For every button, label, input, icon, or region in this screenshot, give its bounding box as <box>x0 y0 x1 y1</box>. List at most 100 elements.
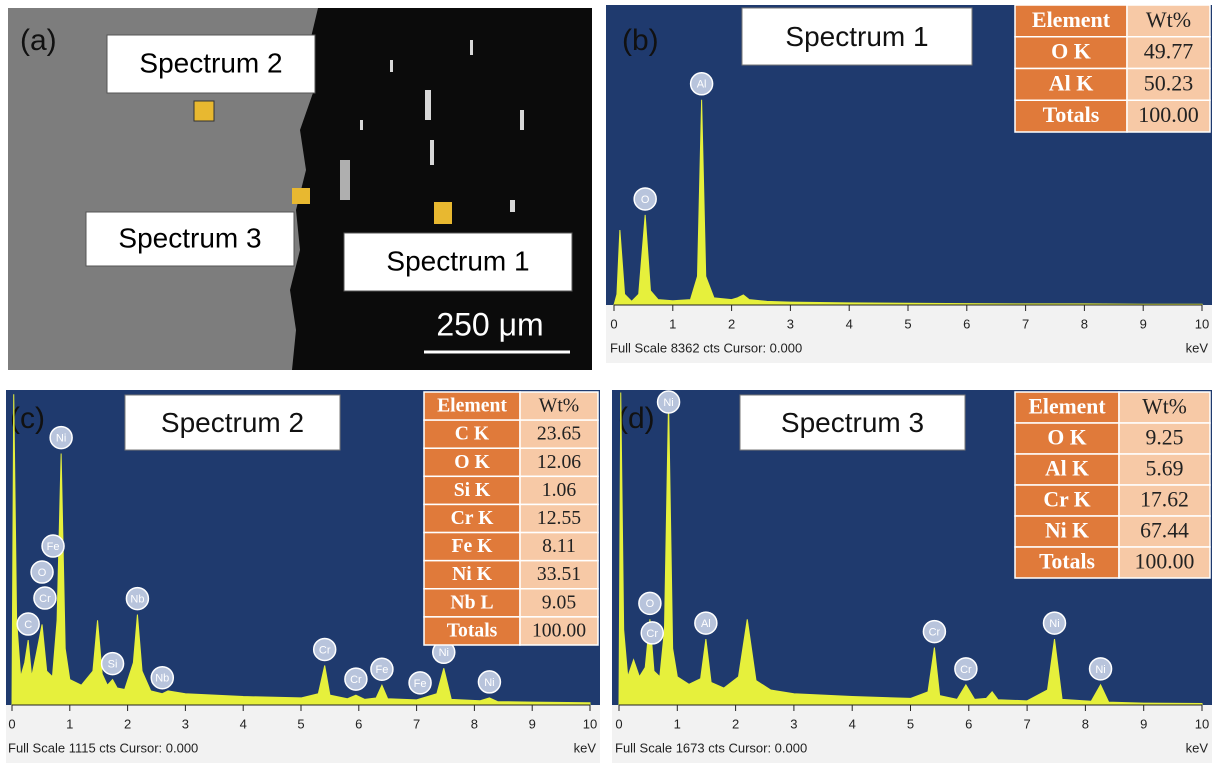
x-tick-label: 8 <box>1082 716 1089 731</box>
x-tick-label: 9 <box>1140 716 1147 731</box>
peak-label: Cr <box>960 664 972 676</box>
x-tick-label: 5 <box>297 716 304 731</box>
peak-label: Cr <box>929 626 941 638</box>
table-row-header: Nb L <box>450 591 493 613</box>
peak-label: Ni <box>1095 664 1105 676</box>
peak-label: Ni <box>484 677 494 689</box>
peak-label: O <box>38 567 47 579</box>
table-row-header: Si K <box>454 479 491 501</box>
table-value: Wt% <box>1146 7 1191 32</box>
x-tick-label: 8 <box>471 716 478 731</box>
x-tick-label: 9 <box>529 716 536 731</box>
x-tick-label: 1 <box>669 316 676 331</box>
table-value: 17.62 <box>1140 487 1189 511</box>
marker <box>434 202 452 224</box>
panel-label: (c) <box>10 402 45 435</box>
scale-bar-label: 250 μm <box>436 306 543 342</box>
x-tick-label: 5 <box>904 316 911 331</box>
table-row-header: O K <box>1047 425 1086 449</box>
table-row-header: Cr K <box>451 507 494 529</box>
table-value: 100.00 <box>1138 102 1199 127</box>
x-tick-label: 1 <box>66 716 73 731</box>
x-tick-label: 2 <box>124 716 131 731</box>
peak-label: Fe <box>414 678 427 690</box>
table-row-header: C K <box>455 423 490 445</box>
table-row-header: O K <box>1051 39 1091 64</box>
table-value: 67.44 <box>1140 518 1189 542</box>
x-tick-label: 2 <box>728 316 735 331</box>
peak-label: O <box>646 598 655 610</box>
table-row-header: Totals <box>447 619 498 641</box>
x-tick-label: 9 <box>1140 316 1147 331</box>
marker <box>194 101 214 121</box>
table-row-header: Element <box>437 395 507 417</box>
table-value: Wt% <box>539 395 579 417</box>
table-value: 1.06 <box>542 479 577 501</box>
panel-label: (d) <box>618 402 655 435</box>
peak-label: O <box>641 194 650 206</box>
peak-label: Nb <box>155 673 169 685</box>
x-tick-label: 7 <box>413 716 420 731</box>
page: (a) Spectrum 2 Spectrum 3 Spectrum 1 250… <box>0 0 1219 765</box>
table-row-header: Fe K <box>452 535 494 557</box>
table-row-header: Ni K <box>452 563 493 585</box>
peak-label: Fe <box>47 541 60 553</box>
x-tick-label: 10 <box>583 716 597 731</box>
marker-label: Spectrum 3 <box>118 222 261 253</box>
peak-label: Si <box>108 658 118 670</box>
marker <box>292 188 310 204</box>
x-tick-label: 1 <box>674 716 681 731</box>
marker-label: Spectrum 1 <box>386 245 529 276</box>
x-tick-label: 0 <box>615 716 622 731</box>
x-tick-label: 7 <box>1023 716 1030 731</box>
peak-label: Al <box>697 79 707 91</box>
chart-title: Spectrum 1 <box>785 21 928 52</box>
peak-label: Ni <box>663 397 673 409</box>
table-value: 100.00 <box>532 619 586 641</box>
peak-label: Ni <box>439 647 449 659</box>
x-tick-label: 0 <box>610 316 617 331</box>
table-value: 5.69 <box>1146 456 1184 480</box>
sem-panel: (a) Spectrum 2 Spectrum 3 Spectrum 1 250… <box>8 8 592 370</box>
peak-label: Al <box>701 618 711 630</box>
table-row-header: Totals <box>1043 102 1100 127</box>
x-tick-label: 4 <box>846 316 853 331</box>
peak-label: Cr <box>646 628 658 640</box>
peak-label: Ni <box>56 432 66 444</box>
table-row-header: Totals <box>1039 549 1095 573</box>
panel-label: (a) <box>20 24 57 57</box>
x-tick-label: 3 <box>787 316 794 331</box>
peak-label: Cr <box>319 644 331 656</box>
table-value: Wt% <box>1142 394 1187 418</box>
table-row-header: O K <box>454 451 490 473</box>
x-axis-label: keV <box>1186 740 1209 755</box>
table-value: 33.51 <box>537 563 581 585</box>
x-tick-label: 5 <box>907 716 914 731</box>
x-tick-label: 2 <box>732 716 739 731</box>
table-value: 100.00 <box>1135 549 1195 573</box>
peak-label: Cr <box>39 593 51 605</box>
table-value: 49.77 <box>1144 39 1194 64</box>
figure: (a) Spectrum 2 Spectrum 3 Spectrum 1 250… <box>0 0 1219 765</box>
x-tick-label: 6 <box>355 716 362 731</box>
x-tick-label: 4 <box>849 716 856 731</box>
table-row-header: Cr K <box>1043 487 1090 511</box>
x-tick-label: 8 <box>1081 316 1088 331</box>
table-row-header: Ni K <box>1045 518 1089 542</box>
footer: Full Scale 1673 cts Cursor: 0.000 <box>615 740 807 755</box>
table-row-header: Al K <box>1049 70 1094 95</box>
table-value: 9.05 <box>542 591 577 613</box>
table-value: 23.65 <box>537 423 581 445</box>
marker-label: Spectrum 2 <box>139 47 282 78</box>
peak-label: Ni <box>1049 618 1059 630</box>
x-tick-label: 10 <box>1195 316 1209 331</box>
table-value: 50.23 <box>1144 70 1194 95</box>
x-axis-label: keV <box>574 740 597 755</box>
peak-label: Cr <box>350 674 362 686</box>
table-value: 12.55 <box>537 507 581 529</box>
x-tick-label: 3 <box>182 716 189 731</box>
x-tick-label: 10 <box>1195 716 1209 731</box>
x-tick-label: 4 <box>240 716 247 731</box>
x-tick-label: 3 <box>790 716 797 731</box>
x-tick-label: 6 <box>963 316 970 331</box>
